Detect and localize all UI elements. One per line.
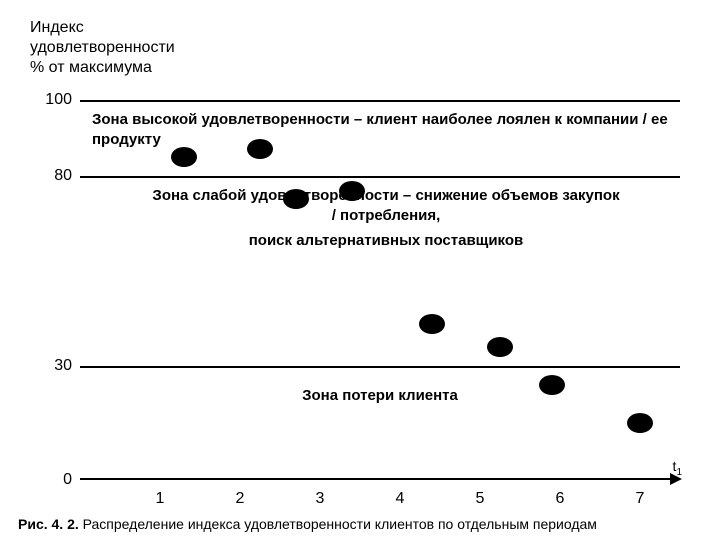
figure-caption: Рис. 4. 2. Распределение индекса удовлет… — [18, 516, 597, 532]
y-tick-label: 30 — [40, 357, 72, 375]
x-axis — [80, 478, 680, 480]
caption-prefix: Рис. 4. 2. — [18, 516, 83, 532]
x-tick-label: 3 — [316, 490, 325, 508]
x-tick-label: 1 — [156, 490, 165, 508]
zone-divider — [80, 100, 680, 102]
data-point — [627, 413, 653, 433]
caption-text: Распределение индекса удовлетворенности … — [83, 516, 597, 532]
y-tick-label: 80 — [40, 167, 72, 185]
x-tick-label: 7 — [636, 490, 645, 508]
x-tick-label: 5 — [476, 490, 485, 508]
data-point — [247, 139, 273, 159]
x-axis-label: t1 — [673, 458, 682, 478]
plot-area: 03080100Зона высокой удовлетворенности –… — [80, 100, 680, 480]
x-tick-label: 2 — [236, 490, 245, 508]
zone-label: Зона слабой удовлетворенности – снижение… — [152, 186, 620, 251]
zone-divider — [80, 366, 680, 368]
zone-label: Зона высокой удовлетворенности – клиент … — [92, 110, 668, 149]
data-point — [339, 181, 365, 201]
zone-divider — [80, 176, 680, 178]
zone-label: Зона потери клиента — [200, 386, 560, 406]
data-point — [283, 189, 309, 209]
data-point — [539, 375, 565, 395]
y-axis-title: Индексудовлетворенности% от максимума — [30, 18, 175, 78]
x-tick-label: 4 — [396, 490, 405, 508]
x-tick-label: 6 — [556, 490, 565, 508]
data-point — [487, 337, 513, 357]
data-point — [171, 147, 197, 167]
y-tick-label: 100 — [40, 91, 72, 109]
y-tick-label: 0 — [40, 471, 72, 489]
data-point — [419, 314, 445, 334]
